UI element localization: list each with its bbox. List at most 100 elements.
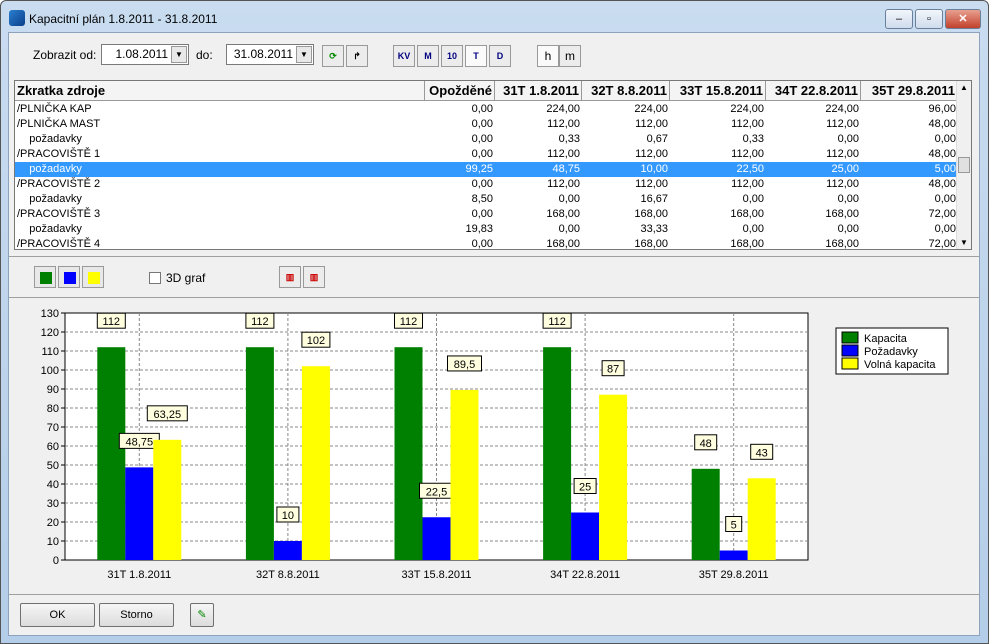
table-cell: 168,00 — [546, 238, 580, 250]
data-label-box — [146, 405, 188, 422]
color-kapacita-button[interactable] — [34, 266, 56, 288]
table-cell: 72,00 — [928, 208, 956, 220]
table-row[interactable]: požadavky 8,50 0,00 16,67 0,00 0,00 0,00 — [15, 192, 958, 207]
capacity-chart: 0 10 20 30 40 50 60 70 80 90 100 110 120 130 31T 1.8.2… — [41, 308, 949, 581]
bar — [125, 467, 154, 560]
to-label: do: — [196, 48, 213, 62]
cancel-button[interactable]: Storno — [99, 603, 174, 627]
table-cell: 22,50 — [736, 163, 764, 175]
from-date-value: 1.08.2011 — [115, 47, 169, 61]
table-row[interactable]: /PRACOVIŠTĚ 3 0,00 168,00 168,00 168,00 168,0… — [15, 207, 958, 222]
table-cell: 112,00 — [826, 148, 859, 160]
legend-label: Požadavky — [864, 346, 918, 358]
table-cell: 0,00 — [471, 208, 493, 220]
table-row[interactable]: /PRACOVIŠTĚ 1 0,00 112,00 112,00 112,00 112,0… — [15, 147, 958, 162]
y-tick-label: 90 — [47, 384, 59, 396]
table-cell: 48,75 — [552, 163, 580, 175]
data-label: 22,5 — [426, 486, 447, 498]
table-row[interactable]: /PRACOVIŠTĚ 2 0,00 112,00 112,00 112,00 112,0… — [15, 177, 958, 192]
bar — [450, 389, 479, 560]
table-cell: 168,00 — [730, 238, 764, 250]
goto-button[interactable]: ↱ — [346, 45, 368, 67]
column-header[interactable]: Zkratka zdroje — [15, 81, 425, 100]
table-row[interactable]: /PRACOVIŠTĚ 4 0,00 168,00 168,00 168,00 168,0… — [15, 237, 958, 250]
table-cell: 0,00 — [558, 223, 580, 235]
data-label-box — [96, 312, 126, 329]
table-cell: 168,00 — [546, 208, 580, 220]
column-header[interactable]: 32T 8.8.2011 — [582, 81, 670, 100]
chart-next-icon[interactable]: ▥ — [303, 266, 325, 288]
table-cell: 10,00 — [640, 163, 668, 175]
color-volna-button[interactable] — [82, 266, 104, 288]
bar — [245, 347, 274, 560]
maximize-button[interactable]: ▫ — [915, 9, 943, 29]
view-m-button[interactable]: M — [417, 45, 439, 67]
y-tick-label: 0 — [53, 555, 59, 567]
chevron-down-icon[interactable]: ▼ — [296, 46, 312, 63]
data-label: 112 — [548, 316, 566, 328]
y-tick-label: 60 — [47, 441, 59, 453]
divider — [9, 256, 979, 257]
bar — [394, 347, 423, 560]
data-label: 112 — [251, 316, 269, 328]
bar — [273, 541, 302, 560]
data-label: 48 — [700, 438, 712, 450]
table-cell: 0,00 — [471, 133, 493, 145]
data-label: 25 — [579, 482, 591, 494]
y-tick-label: 30 — [47, 498, 59, 510]
table-cell: požadavky — [17, 163, 82, 175]
ok-button[interactable]: OK — [20, 603, 95, 627]
legend-swatch — [841, 357, 859, 370]
table-cell: 0,00 — [742, 223, 764, 235]
bar — [747, 478, 776, 560]
table-cell: 112,00 — [547, 178, 580, 190]
to-date-combo[interactable]: 31.08.2011 ▼ — [226, 44, 314, 65]
app-icon — [9, 10, 25, 26]
refresh-button[interactable]: ⟳ — [322, 45, 344, 67]
scroll-thumb[interactable] — [958, 157, 970, 173]
table-cell: /PLNIČKA KAP — [17, 103, 92, 115]
table-cell: 99,25 — [465, 163, 493, 175]
table-cell: 168,00 — [825, 238, 859, 250]
3d-graph-checkbox[interactable] — [149, 272, 161, 284]
view-10-button[interactable]: 10 — [441, 45, 463, 67]
table-cell: 112,00 — [547, 148, 580, 160]
table-row[interactable]: požadavky 19,83 0,00 33,33 0,00 0,00 0,00 — [15, 222, 958, 237]
table-cell: 0,00 — [934, 193, 956, 205]
chart-prev-icon[interactable]: ▥ — [279, 266, 301, 288]
table-row[interactable]: /PLNIČKA MAST 0,00 112,00 112,00 112,00 112,0… — [15, 117, 958, 132]
y-tick-label: 120 — [41, 327, 59, 339]
export-excel-icon[interactable]: ✎ — [190, 603, 214, 627]
divider — [9, 297, 979, 298]
y-tick-label: 10 — [47, 536, 59, 548]
legend-label: Volná kapacita — [864, 359, 936, 371]
table-cell: 0,00 — [742, 193, 764, 205]
chevron-down-icon[interactable]: ▼ — [171, 46, 187, 63]
view-t-button[interactable]: T — [465, 45, 487, 67]
table-row[interactable]: požadavky 0,00 0,33 0,67 0,33 0,00 0,00 — [15, 132, 958, 147]
table-cell: 224,00 — [546, 103, 580, 115]
column-header[interactable]: 31T 1.8.2011 — [495, 81, 582, 100]
table-row[interactable]: požadavky 99,25 48,75 10,00 22,50 25,00 5,00 — [15, 162, 958, 177]
table-header: Zkratka zdroje Opožděné 31T 1.8.2011 32T 8.… — [15, 81, 958, 101]
table-cell: /PRACOVIŠTĚ 3 — [17, 208, 101, 220]
column-header[interactable]: 35T 29.8.2011 — [861, 81, 958, 100]
table-cell: 0,33 — [558, 133, 580, 145]
from-date-combo[interactable]: 1.08.2011 ▼ — [101, 44, 189, 65]
table-cell: 168,00 — [730, 208, 764, 220]
unit-minutes-button[interactable]: m — [559, 45, 581, 67]
unit-hours-button[interactable]: h — [537, 45, 559, 67]
close-button[interactable]: ✕ — [945, 9, 981, 29]
column-header[interactable]: 34T 22.8.2011 — [766, 81, 861, 100]
table-row[interactable]: /PLNIČKA KAP 0,00 224,00 224,00 224,00 224,00… — [15, 102, 958, 117]
table-cell: 112,00 — [731, 118, 764, 130]
column-header[interactable]: Opožděné — [425, 81, 495, 100]
view-d-button[interactable]: D — [489, 45, 511, 67]
view-kv-button[interactable]: KV — [393, 45, 415, 67]
minimize-button[interactable]: – — [885, 9, 913, 29]
y-tick-label: 110 — [41, 346, 59, 358]
color-pozadavky-button[interactable] — [58, 266, 80, 288]
vertical-scrollbar[interactable]: ▲ ▼ — [956, 81, 971, 249]
column-header[interactable]: 33T 15.8.2011 — [670, 81, 766, 100]
to-date-value: 31.08.2011 — [233, 47, 293, 61]
